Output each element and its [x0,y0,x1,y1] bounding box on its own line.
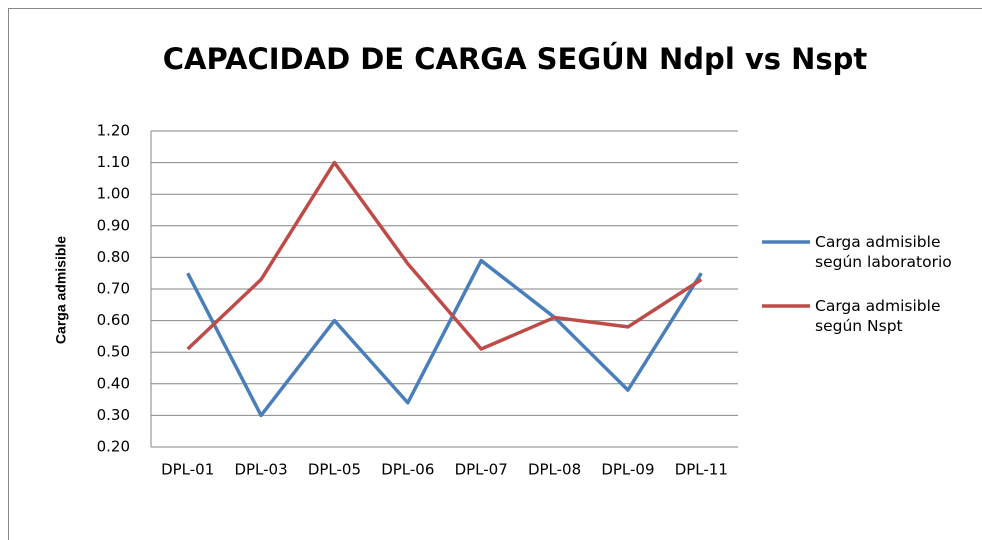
y-tick-label: 1.00 [97,185,130,203]
x-tick-label: DPL-08 [528,461,581,479]
y-tick-label: 0.80 [97,248,130,266]
y-tick-label: 1.10 [97,153,130,171]
y-tick-label: 0.70 [97,280,130,298]
y-tick-label: 0.30 [97,406,130,424]
y-tick-label: 1.20 [97,122,130,140]
x-tick-label: DPL-01 [161,461,214,479]
x-tick-label: DPL-07 [455,461,508,479]
chart-title: CAPACIDAD DE CARGA SEGÚN Ndpl vs Nspt [162,42,868,76]
y-tick-label: 0.20 [97,438,130,456]
series-line [186,258,703,418]
chart-border [8,8,982,540]
legend-label: Carga admisible según laboratorio [815,233,952,271]
y-tick-label: 0.50 [97,343,130,361]
y-tick-label: 0.40 [97,374,130,392]
x-tick-label: DPL-09 [601,461,654,479]
series-line [186,160,703,351]
x-tick-label: DPL-06 [381,461,434,479]
y-axis-label: Carga admisible [53,236,69,344]
legend-label: Carga admisible según Nspt [815,297,941,335]
x-tick-label: DPL-11 [675,461,728,479]
x-tick-label: DPL-05 [308,461,361,479]
y-tick-label: 0.60 [97,311,130,329]
y-tick-label: 0.90 [97,216,130,234]
x-tick-label: DPL-03 [234,461,287,479]
